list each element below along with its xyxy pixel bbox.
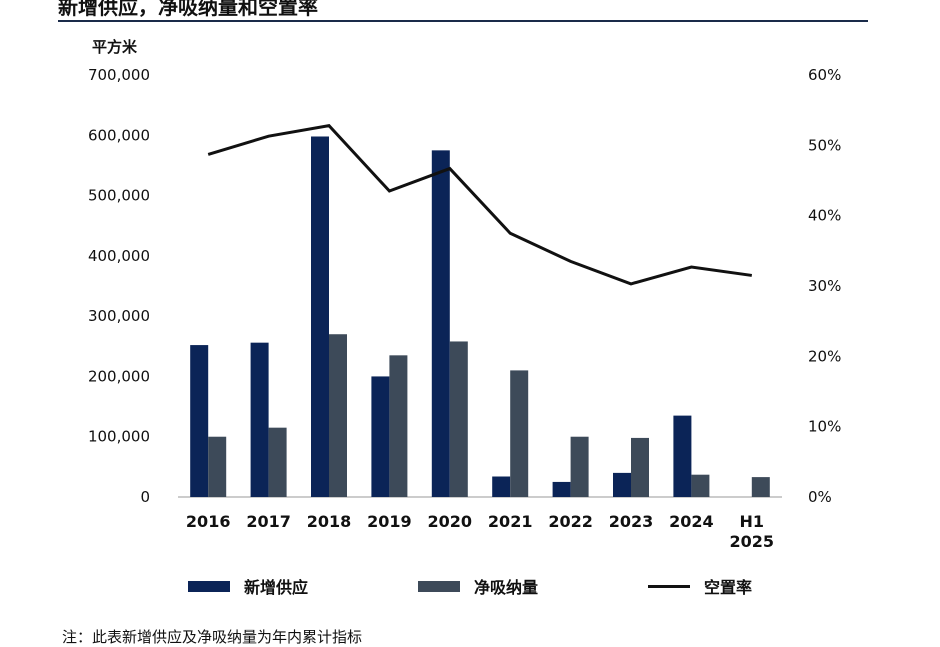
legend-item-absorption: 净吸纳量	[418, 574, 538, 598]
x-tick-label: 2024	[669, 512, 714, 531]
x-tick-label: 2019	[367, 512, 412, 531]
bar-absorption	[752, 477, 770, 497]
bar-absorption	[631, 438, 649, 497]
bar-absorption	[571, 437, 589, 497]
y-left-tick-label: 100,000	[88, 428, 150, 446]
legend-label-vacancy: 空置率	[704, 574, 752, 598]
legend-item-supply: 新增供应	[188, 574, 308, 598]
bar-supply	[190, 345, 208, 497]
legend-swatch-vacancy	[648, 585, 690, 588]
legend: 新增供应 净吸纳量 空置率	[0, 574, 940, 598]
bar-supply	[553, 482, 571, 497]
bar-supply	[432, 150, 450, 497]
y-right-tick-label: 20%	[808, 347, 841, 365]
bar-absorption	[691, 475, 709, 497]
bar-absorption	[510, 370, 528, 497]
bar-supply	[311, 136, 329, 497]
x-tick-label: 2025	[730, 532, 775, 551]
x-tick-label: 2020	[428, 512, 473, 531]
x-tick-label: 2021	[488, 512, 533, 531]
y-left-tick-label: 300,000	[88, 307, 150, 325]
bar-supply	[251, 343, 269, 497]
bar-supply	[492, 477, 510, 497]
bar-supply	[613, 473, 631, 497]
x-tick-label: 2023	[609, 512, 654, 531]
y-left-tick-label: 700,000	[88, 66, 150, 84]
x-tick-label: 2018	[307, 512, 352, 531]
bar-absorption	[389, 355, 407, 497]
chart-canvas: 0 100,000 200,000 300,000 400,000 500,000 600,…	[0, 0, 940, 575]
footnote: 注：此表新增供应及净吸纳量为年内累计指标	[62, 626, 362, 647]
y-right-tick-label: 30%	[808, 277, 841, 295]
bar-supply	[673, 416, 691, 497]
y-left-tick-label: 200,000	[88, 367, 150, 385]
x-tick-label: 2016	[186, 512, 231, 531]
bar-absorption	[450, 341, 468, 497]
y-left-tick-label: 600,000	[88, 126, 150, 144]
legend-label-absorption: 净吸纳量	[474, 574, 538, 598]
y-right-tick-label: 60%	[808, 66, 841, 84]
y-right-tick-label: 0%	[808, 488, 832, 506]
bar-absorption	[269, 428, 287, 497]
x-tick-label: 2022	[548, 512, 593, 531]
y-left-tick-label: 500,000	[88, 187, 150, 205]
legend-swatch-absorption	[418, 581, 460, 592]
y-left-tick-label: 400,000	[88, 247, 150, 265]
y-right-tick-label: 50%	[808, 136, 841, 154]
bar-absorption	[329, 334, 347, 497]
x-tick-label: 2017	[246, 512, 291, 531]
y-right-tick-label: 40%	[808, 207, 841, 225]
bar-absorption	[208, 437, 226, 497]
x-tick-label: H1	[740, 512, 765, 531]
legend-label-supply: 新增供应	[244, 574, 308, 598]
bar-supply	[371, 376, 389, 497]
y-left-tick-label: 0	[140, 488, 150, 506]
y-right-tick-label: 10%	[808, 418, 841, 436]
legend-item-vacancy: 空置率	[648, 574, 752, 598]
legend-swatch-supply	[188, 581, 230, 592]
series-line-vacancy	[208, 126, 752, 284]
